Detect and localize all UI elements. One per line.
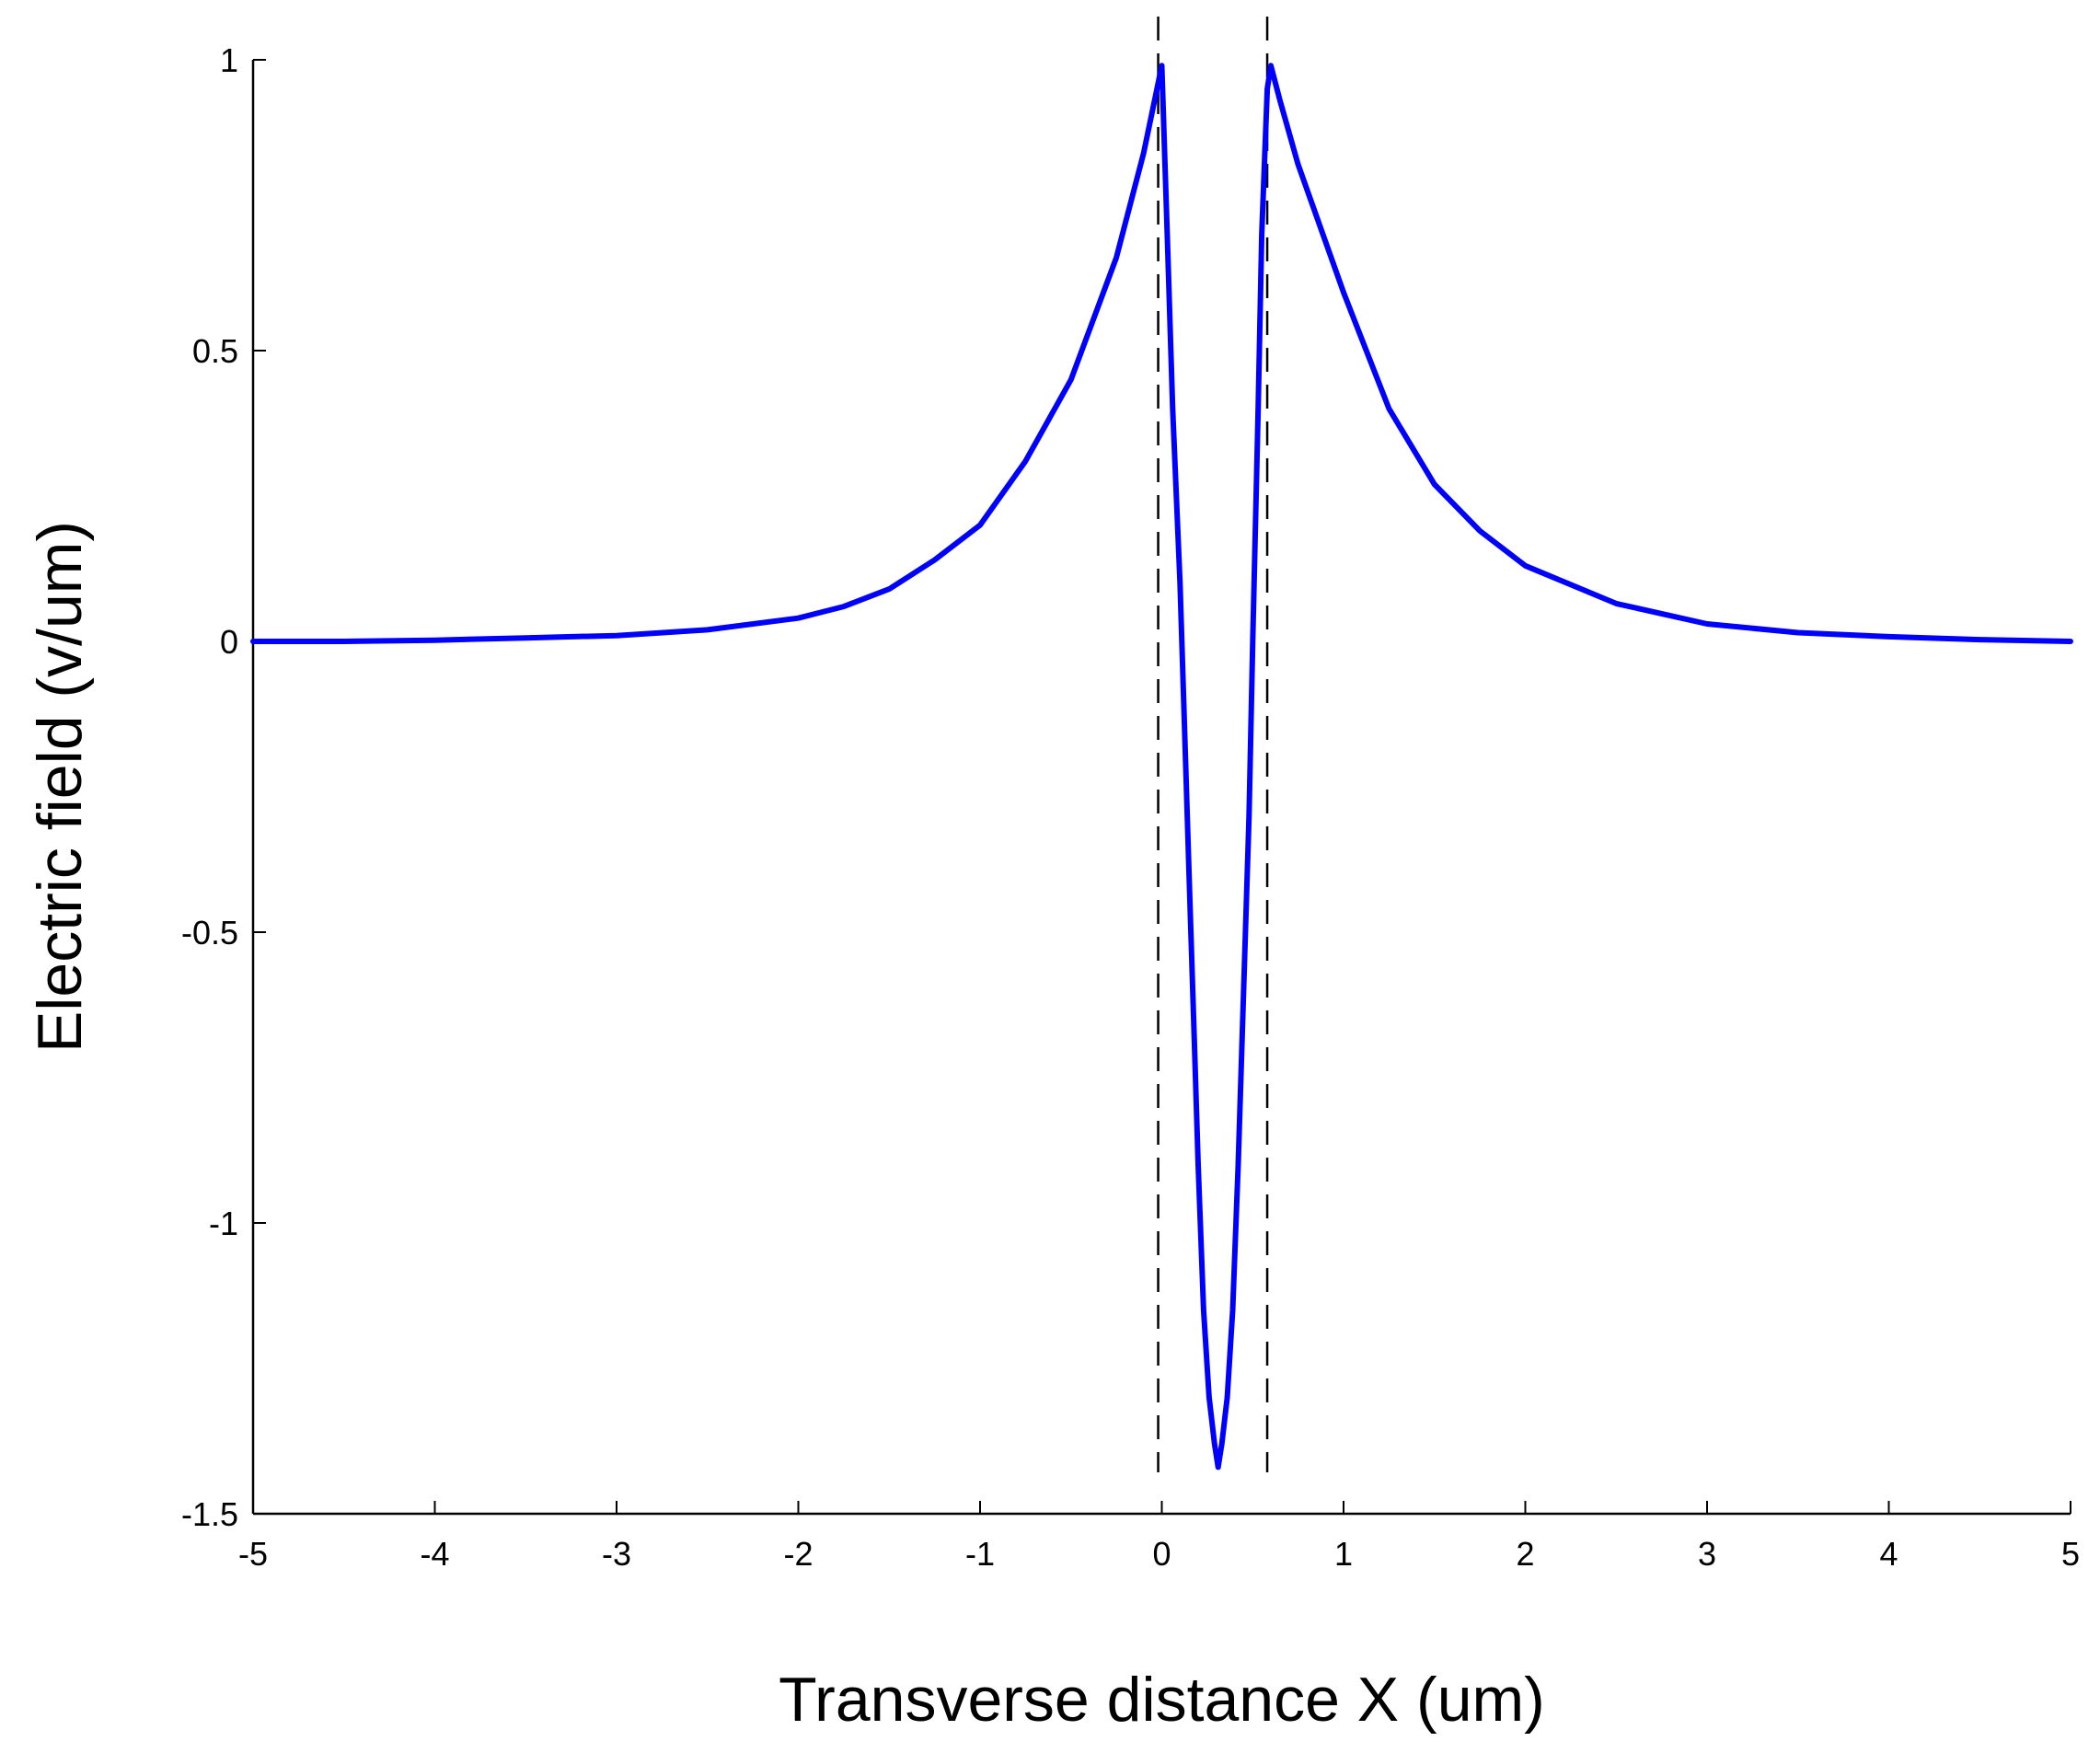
y-tick-label: 0 [220,623,238,661]
x-tick-label: 2 [1516,1535,1534,1573]
y-ticks: -1.5 -1 -0.5 0 0.5 1 [181,41,266,1533]
x-ticks: -5 -4 -3 -2 -1 0 1 2 3 4 5 [238,1501,2080,1573]
y-tick-label: -1 [209,1205,238,1242]
x-tick-label: 3 [1698,1535,1716,1573]
x-tick-label: 4 [1879,1535,1898,1573]
axes: -5 -4 -3 -2 -1 0 1 2 3 4 5 -1.5 -1 -0.5 0 0.5 1 [181,41,2080,1573]
x-tick-label: -3 [602,1535,631,1573]
x-tick-label: 0 [1152,1535,1171,1573]
x-axis-title: Transverse distance X (um) [779,1665,1545,1735]
y-tick-label: 1 [220,41,238,79]
series [250,63,2073,1470]
x-tick-label: -1 [965,1535,995,1573]
series-line [250,63,2073,1470]
x-tick-label: -5 [238,1535,268,1573]
y-tick-label: -0.5 [181,914,238,951]
boundary-lines [1157,17,1269,1472]
y-tick-label: 0.5 [192,332,238,370]
x-tick-label: -4 [420,1535,449,1573]
x-tick-label: 1 [1334,1535,1353,1573]
y-tick-label: -1.5 [181,1495,238,1533]
x-tick-label: -2 [783,1535,813,1573]
x-tick-label: 5 [2061,1535,2080,1573]
y-axis-title: Electric field (v/um) [25,521,95,1053]
